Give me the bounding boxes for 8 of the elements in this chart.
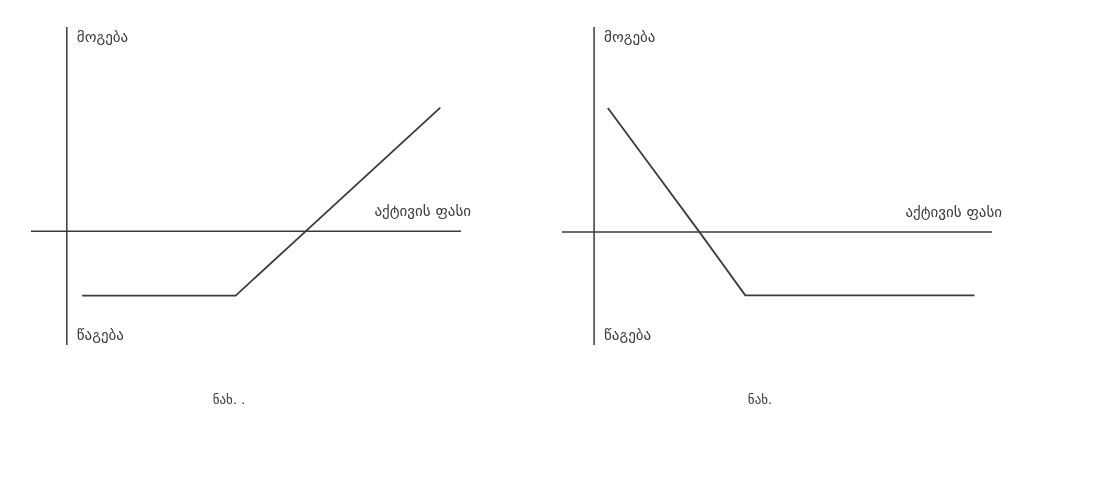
- text: ნახ.: [747, 392, 773, 407]
- text: წაგება: [76, 326, 124, 344]
- text: წაგება: [604, 326, 652, 344]
- x-axis-title: აქტივის ფასი: [905, 203, 1003, 222]
- y-axis-title: მოგება: [604, 28, 656, 46]
- y-axis-title: მოგება: [76, 28, 129, 46]
- x-axis-title: აქტივის ფასი: [374, 202, 472, 221]
- text: ნახ. .: [212, 392, 246, 407]
